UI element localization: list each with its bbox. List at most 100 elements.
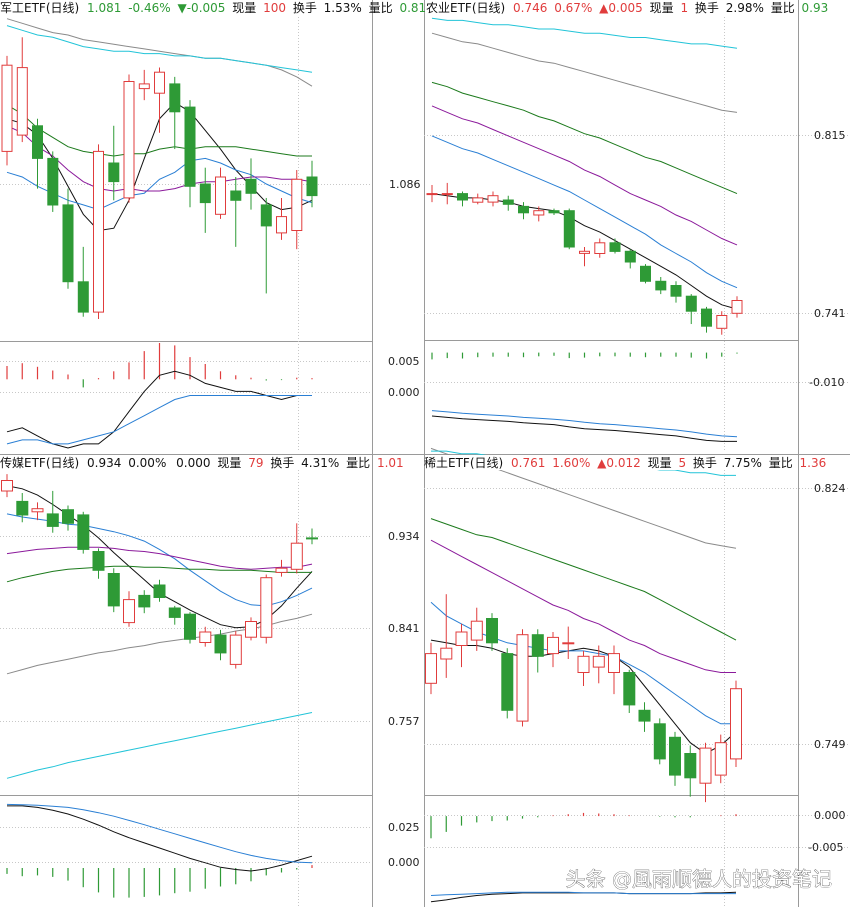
bl-candle-body-10 bbox=[153, 584, 166, 598]
tr-candle-body-16 bbox=[670, 285, 682, 297]
tl-price-series bbox=[1, 18, 318, 320]
br-candle-body-8 bbox=[547, 636, 559, 655]
bl-title-name: 传媒ETF bbox=[0, 455, 46, 470]
bl-price-series bbox=[1, 474, 318, 779]
bl-candle-body-7 bbox=[107, 573, 120, 607]
br-macd-series bbox=[430, 812, 737, 903]
br-title-turnover-label: 换手 bbox=[693, 456, 717, 470]
bl-ma-line-3 bbox=[6, 565, 312, 583]
br-ma-line-2 bbox=[430, 539, 736, 673]
bl-candle-body-20 bbox=[306, 537, 318, 540]
bl-candle-body-2 bbox=[31, 508, 44, 513]
bl-candle-body-8 bbox=[123, 599, 135, 624]
tl-macd-series bbox=[6, 343, 313, 449]
br-candle-body-12 bbox=[608, 653, 620, 673]
tl-title-price: 1.081 bbox=[87, 1, 121, 15]
tr-candle-body-2 bbox=[457, 193, 468, 201]
bl-ma-line-5 bbox=[6, 712, 313, 779]
tl-title-name: 军工ETF bbox=[0, 1, 46, 15]
tl-candle-body-0 bbox=[1, 64, 13, 152]
tr-ma-line-2 bbox=[431, 105, 738, 246]
tr-candle-body-3 bbox=[472, 197, 484, 203]
bl-candle-body-9 bbox=[138, 594, 151, 608]
tl-candle-body-17 bbox=[260, 204, 272, 227]
tr-price-label-0: 0.815 bbox=[814, 129, 846, 142]
bl-candle-body-15 bbox=[229, 634, 242, 665]
tl-title-bg bbox=[0, 0, 372, 15]
br-ma-line-0 bbox=[430, 639, 737, 755]
tr-candle-body-6 bbox=[518, 205, 529, 214]
tr-title-ratio: 0.93 bbox=[802, 1, 829, 15]
tr-macd-dea-line bbox=[431, 410, 738, 438]
br-candle-body-7 bbox=[531, 634, 544, 657]
br-candle-body-2 bbox=[455, 631, 468, 646]
tl-candle-body-7 bbox=[108, 162, 120, 183]
br-macd-dea-line bbox=[430, 891, 736, 896]
tl-candle-body-11 bbox=[169, 83, 181, 113]
tr-candle-body-20 bbox=[731, 300, 743, 314]
bl-price-label-1: 0.841 bbox=[388, 622, 420, 635]
tr-title-turnover-label: 换手 bbox=[695, 1, 719, 15]
panel-titles: 军工ETF(日线) 1.081 -0.46% ▼-0.005 现量 100 换手… bbox=[0, 0, 828, 470]
br-title-bg bbox=[425, 455, 797, 470]
tl-candle-body-6 bbox=[93, 150, 104, 313]
bl-candle-body-14 bbox=[214, 634, 227, 654]
br-candle-body-5 bbox=[501, 653, 514, 711]
tl-candle-body-19 bbox=[291, 178, 303, 232]
br-candle-body-11 bbox=[592, 655, 605, 668]
bl-candle-body-5 bbox=[77, 514, 90, 550]
bl-title-volume: 79 bbox=[248, 456, 263, 470]
bl-candle-body-3 bbox=[46, 513, 59, 527]
tl-candle-body-2 bbox=[32, 125, 43, 159]
bl-title-period: (日线) bbox=[46, 456, 79, 470]
tl-candle-body-4 bbox=[62, 204, 74, 283]
bl-candle-body-13 bbox=[199, 631, 212, 643]
tr-price-series bbox=[426, 17, 743, 335]
br-candle-body-4 bbox=[486, 618, 498, 644]
tl-candle-body-20 bbox=[306, 176, 318, 197]
tl-title-change: ▼-0.005 bbox=[178, 1, 226, 15]
tr-ma-line-5 bbox=[431, 17, 738, 49]
tr-candle-body-9 bbox=[563, 210, 575, 248]
tl-title-turnover: 1.53% bbox=[324, 1, 362, 15]
tr-candle-body-11 bbox=[594, 242, 606, 255]
br-macd-label-1: -0.005 bbox=[808, 841, 843, 854]
tr-candle-body-15 bbox=[655, 280, 667, 291]
br-macd-label-0: 0.000 bbox=[814, 809, 846, 822]
bl-macd-label-0: 0.025 bbox=[388, 821, 420, 834]
tl-candle-body-1 bbox=[16, 67, 28, 136]
tl-macd-dif-line bbox=[6, 370, 312, 449]
tl-candle-body-13 bbox=[199, 183, 211, 204]
tr-title: 农业ETF(日线) 0.746 0.67% ▲0.005 现量 1 换手 2.9… bbox=[426, 1, 828, 15]
br-candle-body-6 bbox=[516, 634, 529, 722]
tl-title-volume: 100 bbox=[263, 1, 286, 15]
br-title-name: 稀土ETF bbox=[424, 456, 470, 470]
bl-candle-body-11 bbox=[168, 607, 181, 618]
tl-ma-line-3 bbox=[6, 104, 312, 157]
tl-title: 军工ETF(日线) 1.081 -0.46% ▼-0.005 现量 100 换手… bbox=[0, 1, 426, 15]
br-candle-body-3 bbox=[470, 620, 483, 641]
tr-title-ratio-label: 量比 bbox=[771, 1, 795, 15]
tl-candle-body-10 bbox=[154, 71, 165, 94]
tl-candle-body-18 bbox=[276, 216, 287, 234]
br-candle-body-13 bbox=[623, 672, 636, 706]
bl-candle-body-19 bbox=[290, 542, 303, 570]
tl-candle-body-3 bbox=[47, 157, 59, 206]
br-candle-body-0 bbox=[425, 653, 437, 684]
tl-title-ratio: 0.81 bbox=[399, 1, 426, 15]
br-candle-body-15 bbox=[653, 723, 666, 760]
bl-price-label-0: 0.934 bbox=[388, 530, 420, 543]
tr-candle-body-10 bbox=[579, 250, 590, 254]
bl-candle-body-0 bbox=[1, 480, 13, 492]
br-price-label-0: 0.824 bbox=[814, 482, 846, 495]
bl-candle-body-16 bbox=[245, 621, 257, 638]
tl-title-ratio-label: 量比 bbox=[369, 1, 393, 15]
br-candle-body-17 bbox=[684, 753, 697, 779]
br-title-ratio: 1.36 bbox=[800, 456, 827, 470]
tr-candle-body-14 bbox=[640, 265, 651, 282]
bl-candle-body-4 bbox=[62, 509, 74, 524]
bl-title-pct: 0.00% bbox=[128, 456, 166, 470]
bl-candle-body-12 bbox=[184, 613, 196, 640]
br-candle-body-18 bbox=[699, 747, 712, 784]
